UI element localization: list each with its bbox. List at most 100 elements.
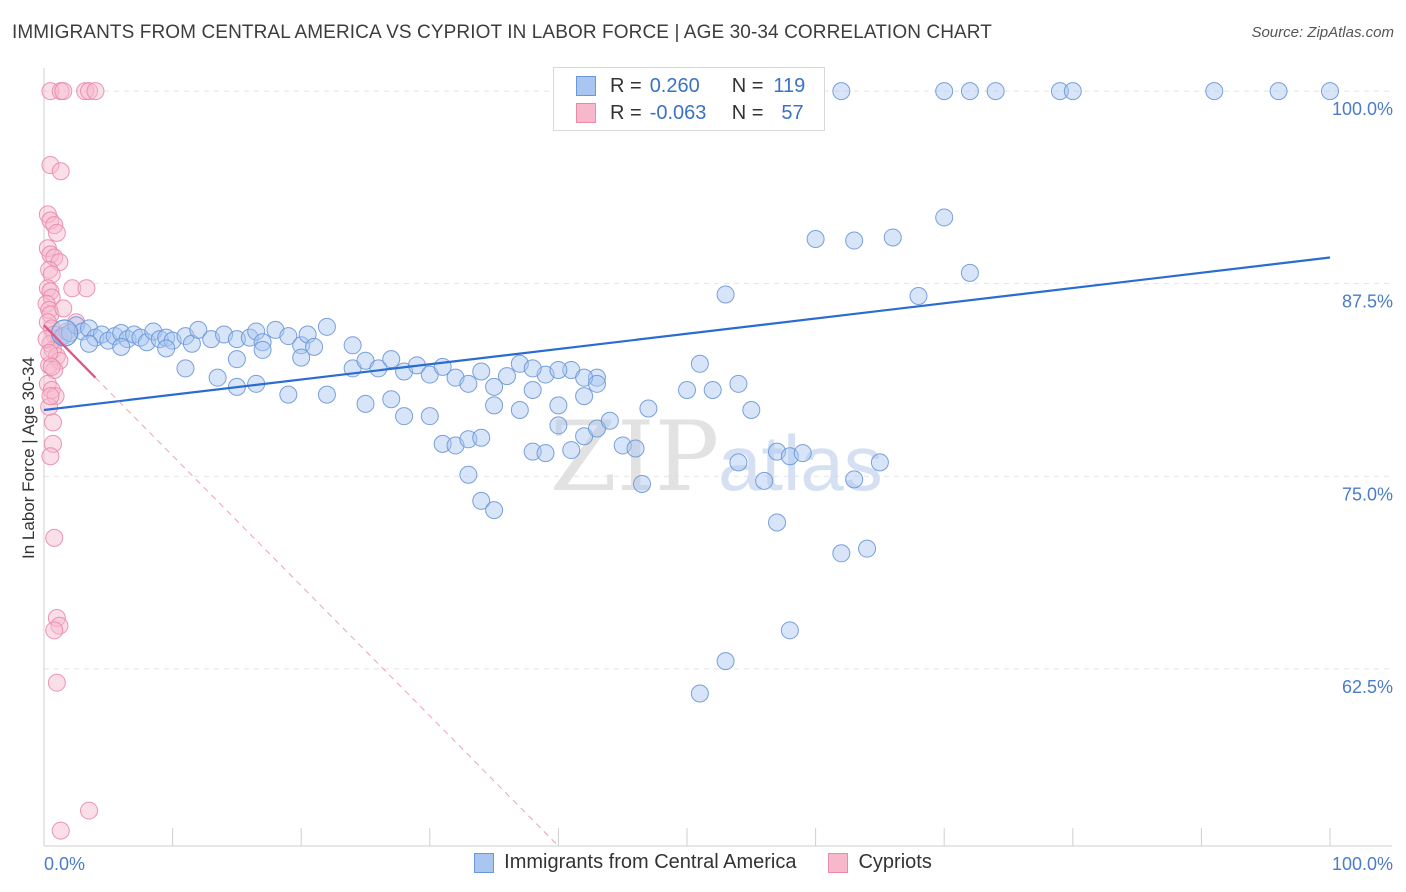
n-label: N = <box>731 74 764 97</box>
central-america-point <box>247 322 266 341</box>
cypriot-point <box>45 621 64 640</box>
central-america-point <box>768 513 787 532</box>
central-america-point <box>523 442 542 461</box>
central-america-point <box>639 399 658 418</box>
central-america-point <box>382 350 401 369</box>
central-america-point <box>960 263 979 282</box>
series-legend: Immigrants from Central America Cypriots <box>0 851 1406 874</box>
series-central-america-points <box>50 82 1339 703</box>
central-america-point <box>755 471 774 490</box>
central-america-point <box>870 453 889 472</box>
central-america-point <box>832 82 851 101</box>
cypriot-point <box>51 162 70 181</box>
n-value: 57 <box>781 101 804 124</box>
central-america-point <box>690 354 709 373</box>
central-america-point <box>1321 82 1339 101</box>
central-america-point <box>729 453 748 472</box>
central-america-point <box>279 327 298 346</box>
central-america-point <box>1050 82 1069 101</box>
cypriot-point <box>47 673 66 692</box>
chart-title: IMMIGRANTS FROM CENTRAL AMERICA VS CYPRI… <box>12 22 992 43</box>
central-america-point <box>510 401 529 420</box>
cypriot-point <box>54 82 73 101</box>
central-america-point <box>600 411 619 430</box>
cypriot-point <box>38 279 57 298</box>
y-tick-label: 87.5% <box>1342 292 1393 312</box>
central-america-point <box>189 320 208 339</box>
legend-row-cypriots: R = -0.063 N = 57 <box>576 100 804 126</box>
trend-line-cypriots-extension <box>95 377 559 847</box>
y-tick-label: 75.0% <box>1342 484 1393 504</box>
central-america-point <box>845 470 864 489</box>
central-america-point <box>420 407 439 426</box>
central-america-point <box>305 337 324 356</box>
pink-swatch <box>576 103 596 123</box>
tick-labels: 62.5% 75.0% 87.5% 100.0% 0.0% 100.0% <box>44 99 1393 874</box>
legend-label-cypriots: Cypriots <box>858 851 932 873</box>
central-america-point <box>317 385 336 404</box>
central-america-point <box>935 82 954 101</box>
legend-row-central-america: R = 0.260 N = 119 <box>576 73 805 99</box>
central-america-point <box>253 340 272 359</box>
central-america-point <box>459 465 478 484</box>
y-axis-label: In Labor Force | Age 30-34 <box>19 357 38 559</box>
central-america-point <box>523 359 542 378</box>
r-value: -0.063 <box>649 101 707 124</box>
central-america-point <box>632 474 651 493</box>
cypriot-point <box>41 387 60 406</box>
central-america-point <box>549 360 568 379</box>
central-america-point <box>832 544 851 563</box>
x-tick-label-max: 100.0% <box>1332 854 1393 874</box>
source-credit: Source: ZipAtlas.com <box>1251 24 1394 41</box>
cypriot-point <box>45 528 64 547</box>
cypriot-point <box>77 279 96 298</box>
central-america-point <box>208 368 227 387</box>
central-america-cluster-point <box>50 319 79 347</box>
trend-line-central-america <box>43 256 1331 412</box>
central-america-point <box>292 336 311 355</box>
central-america-point <box>729 374 748 393</box>
cypriot-point <box>47 223 66 242</box>
central-america-point <box>1205 82 1224 101</box>
central-america-point <box>883 228 902 247</box>
central-america-point <box>433 434 452 453</box>
central-america-point <box>80 334 99 353</box>
central-america-point <box>227 330 246 349</box>
central-america-point <box>112 337 131 356</box>
n-label: N = <box>731 101 764 124</box>
watermark: ZIP atlas <box>550 401 883 513</box>
central-america-point <box>845 231 864 250</box>
trend-line-cypriots <box>43 324 97 379</box>
cypriot-point <box>41 82 60 101</box>
grid-lines <box>44 90 1392 670</box>
blue-swatch <box>474 852 495 873</box>
central-america-point <box>292 348 311 367</box>
blue-swatch <box>576 76 596 96</box>
central-america-point <box>485 377 504 396</box>
central-america-point <box>1063 82 1082 101</box>
central-america-point <box>742 401 761 420</box>
axes <box>43 68 1392 847</box>
cypriot-point <box>63 279 82 298</box>
cypriot-point <box>40 344 59 363</box>
y-tick-label: 100.0% <box>1332 99 1393 119</box>
central-america-point <box>472 491 491 510</box>
central-america-point <box>459 374 478 393</box>
r-label: R = <box>610 74 642 97</box>
central-america-point <box>485 396 504 415</box>
central-america-point <box>317 317 336 336</box>
cypriot-point <box>76 82 95 101</box>
stats-legend: R = 0.260 N = 119 R = -0.063 N = 57 <box>553 67 825 131</box>
cypriot-point <box>80 801 99 820</box>
central-america-point <box>626 439 645 458</box>
central-america-point <box>472 362 491 381</box>
cypriot-point <box>40 260 59 279</box>
central-america-point <box>472 428 491 447</box>
central-america-point <box>587 368 606 387</box>
cypriot-point <box>41 447 60 466</box>
central-america-point <box>382 390 401 409</box>
central-america-point <box>780 621 799 640</box>
cypriot-point <box>86 82 105 101</box>
central-america-point <box>716 652 735 671</box>
